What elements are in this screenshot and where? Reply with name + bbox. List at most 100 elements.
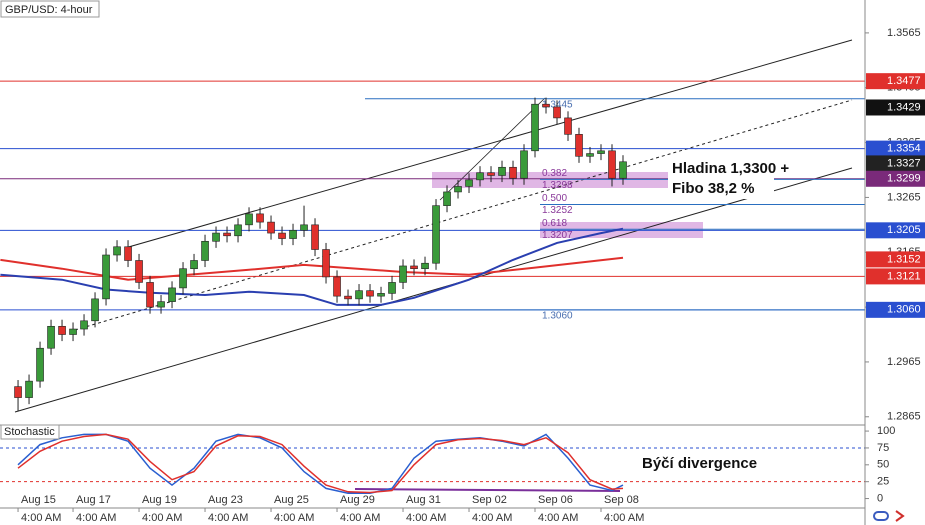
stoch-tick-label: 100 bbox=[877, 425, 895, 437]
x-tick-label: Aug 31 bbox=[406, 494, 441, 506]
fib-price: 1.3252 bbox=[542, 205, 573, 216]
annotation: Fibo 38,2 % bbox=[672, 180, 755, 197]
candle-body bbox=[69, 328, 77, 335]
panel-title: Stochastic bbox=[4, 426, 55, 438]
time-label: 4:00 AM bbox=[76, 512, 116, 524]
candle-body bbox=[58, 325, 66, 335]
candle-body bbox=[124, 246, 132, 261]
candle-body bbox=[278, 232, 286, 239]
price-box-label: 1.3121 bbox=[887, 270, 921, 282]
candle-body bbox=[509, 166, 517, 179]
candle-body bbox=[14, 386, 22, 398]
chart-title: GBP/USD: 4-hour bbox=[5, 4, 93, 16]
candle-body bbox=[113, 246, 121, 256]
price-box-label: 1.3477 bbox=[887, 75, 921, 87]
price-box bbox=[866, 140, 925, 157]
candle-body bbox=[498, 166, 506, 176]
candle-body bbox=[520, 150, 528, 179]
x-tick-label: Aug 17 bbox=[76, 494, 111, 506]
candle-body bbox=[190, 260, 198, 270]
candle-body bbox=[102, 254, 110, 300]
candle-body bbox=[311, 224, 319, 250]
title-box bbox=[0, 0, 100, 18]
candle-body bbox=[80, 320, 88, 330]
fib-ratio: 0.500 bbox=[542, 193, 567, 204]
stoch-line bbox=[17, 433, 624, 494]
candle-body bbox=[553, 106, 561, 119]
annotation-bg bbox=[668, 157, 774, 199]
candle-body bbox=[421, 262, 429, 270]
share-icons[interactable] bbox=[873, 510, 905, 522]
time-label: 4:00 AM bbox=[208, 512, 248, 524]
candle-body bbox=[157, 301, 165, 308]
price-box bbox=[866, 251, 925, 268]
drawings bbox=[14, 39, 853, 492]
candle-body bbox=[179, 268, 187, 289]
candle-body bbox=[245, 213, 253, 226]
x-tick-label: Sep 06 bbox=[538, 494, 573, 506]
candle-body bbox=[201, 240, 209, 261]
y-tick-label: 1.2865 bbox=[887, 411, 921, 423]
candle-body bbox=[487, 172, 495, 176]
time-label: 4:00 AM bbox=[274, 512, 314, 524]
price-box bbox=[866, 155, 925, 172]
time-label: 4:00 AM bbox=[340, 512, 380, 524]
price-box bbox=[866, 301, 925, 318]
time-label: 4:00 AM bbox=[472, 512, 512, 524]
candle-body bbox=[542, 103, 550, 108]
candle-body bbox=[91, 298, 99, 322]
channel-line bbox=[14, 167, 853, 413]
candle-body bbox=[212, 232, 220, 242]
candle-body bbox=[25, 380, 33, 398]
candle-body bbox=[223, 232, 231, 237]
candle-body bbox=[135, 260, 143, 283]
x-tick-label: Aug 19 bbox=[142, 494, 177, 506]
arrow-icon[interactable] bbox=[895, 510, 905, 522]
fib-ratio: 0.382 bbox=[542, 168, 567, 179]
x-tick-label: Aug 15 bbox=[21, 494, 56, 506]
fib-price: 1.3207 bbox=[542, 230, 573, 241]
candle-body bbox=[289, 230, 297, 239]
candle-body bbox=[388, 282, 396, 294]
candle-body bbox=[399, 265, 407, 283]
candle-body bbox=[443, 191, 451, 206]
annotation: Hladina 1,3300 + bbox=[672, 160, 789, 177]
fib-ratio: 0.618 bbox=[542, 218, 567, 229]
candle-body bbox=[454, 186, 462, 193]
time-label: 4:00 AM bbox=[142, 512, 182, 524]
stoch-tick-label: 25 bbox=[877, 476, 889, 488]
candle-body bbox=[410, 265, 418, 270]
price-box-label: 1.3152 bbox=[887, 253, 921, 265]
price-box bbox=[866, 268, 925, 285]
candle-body bbox=[36, 347, 44, 382]
channel-line bbox=[124, 39, 853, 249]
candle-body bbox=[344, 295, 352, 300]
time-label: 4:00 AM bbox=[538, 512, 578, 524]
divergence-line bbox=[354, 488, 621, 492]
link-icon[interactable] bbox=[873, 511, 889, 521]
x-tick-label: Aug 25 bbox=[274, 494, 309, 506]
panel-title-box bbox=[0, 424, 60, 440]
candle-body bbox=[267, 221, 275, 234]
candle-body bbox=[531, 103, 539, 152]
candle-body bbox=[47, 325, 55, 349]
x-tick-label: Sep 02 bbox=[472, 494, 507, 506]
x-tick-label: Aug 23 bbox=[208, 494, 243, 506]
candle-body bbox=[608, 150, 616, 179]
price-box bbox=[866, 170, 925, 187]
candle-body bbox=[322, 249, 330, 278]
price-box-label: 1.3327 bbox=[887, 157, 921, 169]
candle-body bbox=[146, 282, 154, 308]
fib-price: 1.3298 bbox=[542, 180, 573, 191]
price-box-label: 1.3354 bbox=[887, 143, 921, 155]
candle-body bbox=[619, 161, 627, 179]
price-box bbox=[866, 99, 925, 116]
stoch-tick-label: 0 bbox=[877, 492, 883, 504]
candle-body bbox=[476, 172, 484, 181]
candle-body bbox=[465, 179, 473, 187]
stoch-tick-label: 50 bbox=[877, 459, 889, 471]
annotation: Býčí divergence bbox=[642, 455, 757, 472]
price-box bbox=[866, 73, 925, 90]
